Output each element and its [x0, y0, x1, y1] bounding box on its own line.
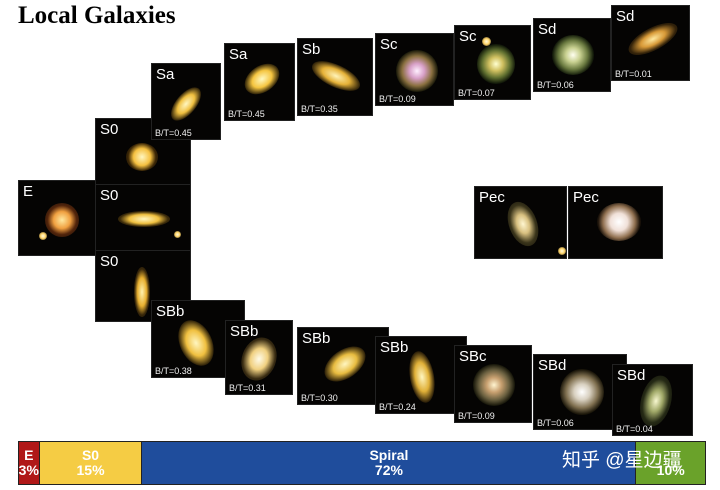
galaxy-image [501, 197, 545, 251]
galaxy-image [477, 44, 515, 84]
bulge-ratio: B/T=0.24 [379, 402, 416, 412]
star [174, 231, 181, 238]
bulge-ratio: B/T=0.06 [537, 80, 574, 90]
galaxy-image [238, 57, 286, 101]
galaxy-label: Sa [156, 66, 175, 83]
galaxy-label: SBb [230, 323, 259, 340]
galaxy-tile-e: E [18, 180, 96, 256]
galaxy-tile-pec-1: Pec [474, 186, 567, 259]
galaxy-tile-sbb-2: SBb B/T=0.31 [225, 320, 293, 395]
galaxy-tile-sc-1: Sc B/T=0.09 [375, 33, 454, 106]
galaxy-label: Sc [459, 28, 477, 45]
galaxy-tile-sd-1: Sd B/T=0.06 [533, 18, 611, 92]
galaxy-label: S0 [100, 253, 119, 270]
galaxy-tile-sc-2: Sc B/T=0.07 [454, 25, 531, 100]
bulge-ratio: B/T=0.30 [301, 393, 338, 403]
galaxy-tile-sbc: SBc B/T=0.09 [454, 345, 532, 423]
bulge-ratio: B/T=0.07 [458, 88, 495, 98]
bar-segment-peculiar: 10% [636, 442, 705, 484]
galaxy-image [307, 55, 365, 97]
galaxy-image [396, 50, 438, 92]
galaxy-image [45, 203, 79, 237]
segment-name: S0 [81, 447, 100, 463]
galaxy-image [560, 369, 604, 415]
galaxy-label: SBd [617, 367, 646, 384]
segment-percent: 15% [76, 462, 105, 478]
segment-percent: 10% [656, 461, 685, 478]
galaxy-image [405, 349, 439, 405]
galaxy-label: Sd [538, 21, 557, 38]
galaxy-tile-pec-2: Pec [568, 186, 663, 259]
galaxy-tile-sbd-2: SBd B/T=0.04 [612, 364, 693, 436]
galaxy-label: Sb [302, 41, 321, 58]
galaxy-image [171, 314, 221, 372]
galaxy-image [134, 267, 150, 317]
galaxy-image [126, 143, 158, 171]
galaxy-image [165, 82, 207, 126]
galaxy-label: S0 [100, 121, 119, 138]
galaxy-label: SBb [156, 303, 185, 320]
type-fraction-bar: E 3% S0 15% Spiral 72% 10% [18, 441, 706, 485]
bulge-ratio: B/T=0.35 [301, 104, 338, 114]
galaxy-image [118, 211, 170, 227]
segment-percent: 3% [18, 462, 39, 478]
galaxy-tile-s0-mid: S0 [95, 184, 191, 252]
galaxy-image [597, 203, 641, 241]
bulge-ratio: B/T=0.01 [615, 69, 652, 79]
galaxy-label: SBb [380, 339, 409, 356]
watermark: 知乎 @星边疆 [562, 450, 682, 471]
bulge-ratio: B/T=0.45 [228, 109, 265, 119]
galaxy-tile-sa-2: Sa B/T=0.45 [224, 43, 295, 121]
bulge-ratio: B/T=0.31 [229, 383, 266, 393]
galaxy-label: Pec [573, 189, 599, 206]
star [558, 247, 566, 255]
galaxy-label: Sd [616, 8, 635, 25]
bulge-ratio: B/T=0.09 [458, 411, 495, 421]
galaxy-tile-sbd-1: SBd B/T=0.06 [533, 354, 627, 430]
galaxy-label: S0 [100, 187, 119, 204]
galaxy-image [473, 364, 515, 406]
galaxy-tile-sbb-3: SBb B/T=0.30 [297, 327, 389, 405]
galaxy-label: SBc [459, 348, 487, 365]
segment-name: E [24, 447, 34, 463]
bulge-ratio: B/T=0.04 [616, 424, 653, 434]
page-title: Local Galaxies [18, 2, 176, 29]
segment-name: Spiral [369, 447, 409, 463]
bar-segment-elliptical: E 3% [19, 442, 40, 484]
star [39, 232, 47, 240]
star [482, 37, 491, 46]
galaxy-label: E [23, 183, 34, 200]
bulge-ratio: B/T=0.38 [155, 366, 192, 376]
galaxy-image [552, 35, 594, 75]
galaxy-tile-sbb-4: SBb B/T=0.24 [375, 336, 467, 414]
bar-segment-spiral: Spiral 72% [142, 442, 637, 484]
galaxy-tile-sa-1: Sa B/T=0.45 [151, 63, 221, 140]
galaxy-label: SBd [538, 357, 567, 374]
galaxy-label: Pec [479, 189, 505, 206]
galaxy-tile-sd-2: Sd B/T=0.01 [611, 5, 690, 81]
segment-percent: 72% [374, 462, 403, 478]
bar-segment-s0: S0 15% [39, 442, 143, 484]
bulge-ratio: B/T=0.45 [155, 128, 192, 138]
galaxy-label: Sc [380, 36, 398, 53]
bulge-ratio: B/T=0.06 [537, 418, 574, 428]
galaxy-label: Sa [229, 46, 248, 63]
galaxy-image [235, 332, 283, 386]
bulge-ratio: B/T=0.09 [379, 94, 416, 104]
galaxy-tile-sb: Sb B/T=0.35 [297, 38, 373, 116]
galaxy-label: SBb [302, 330, 331, 347]
